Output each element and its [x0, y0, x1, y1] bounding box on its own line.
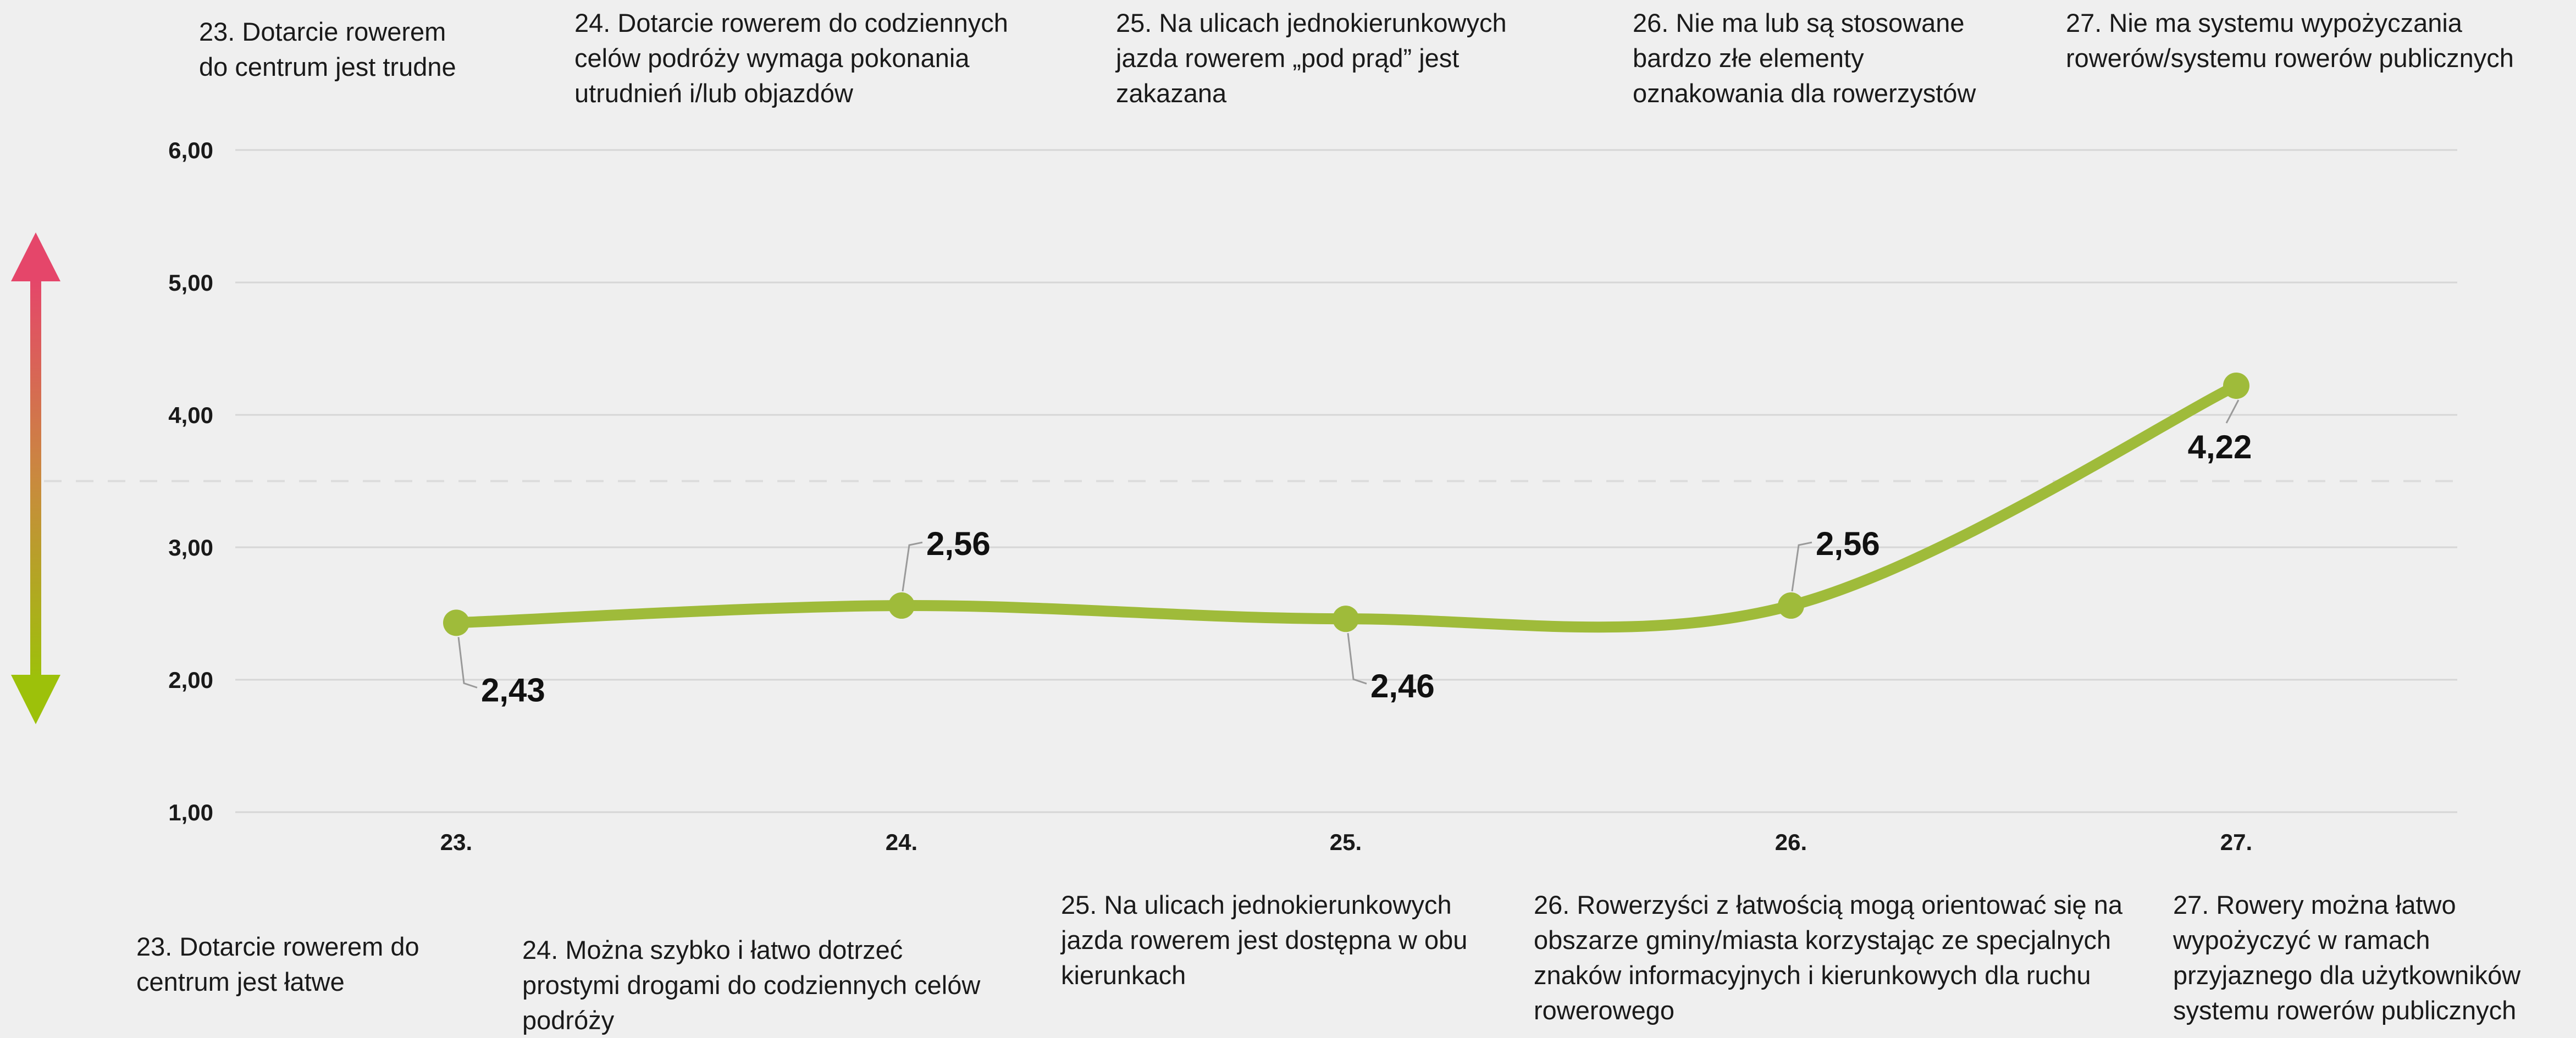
bottom-label-23: 23. Dotarcie rowerem do centrum jest łat… [136, 932, 419, 996]
y-tick-label: 5,00 [168, 270, 213, 296]
bottom-label-25: 25. Na ulicach jednokierunkowych jazda r… [1061, 890, 1468, 990]
data-point [1778, 592, 1804, 619]
y-tick-label: 4,00 [168, 402, 213, 428]
bottom-label-26: 26. Rowerzyści z łatwością mogą orientow… [1534, 890, 2123, 1025]
data-value-label: 2,46 [1370, 668, 1435, 704]
data-point [443, 609, 469, 636]
bottom-label-27: 27. Rowery można łatwo wypożyczyć w rama… [2173, 890, 2521, 1025]
x-tick-label: 26. [1775, 829, 1807, 855]
data-value-label: 2,56 [1816, 525, 1880, 562]
y-tick-label: 1,00 [168, 800, 213, 825]
y-tick-label: 6,00 [168, 137, 213, 163]
top-label-27: 27. Nie ma systemu wypożyczania rowerów/… [2066, 8, 2514, 73]
bottom-label-24: 24. Można szybko i łatwo dotrzeć prostym… [522, 935, 981, 1035]
x-tick-label: 25. [1330, 829, 1362, 855]
x-tick-label: 24. [886, 829, 917, 855]
label-leader-line [1347, 632, 1367, 685]
label-leader-line [457, 637, 478, 689]
top-label-26: 26. Nie ma lub są stosowane bardzo złe e… [1633, 8, 1976, 108]
data-point [1333, 606, 1359, 632]
data-point [2223, 372, 2249, 399]
data-value-label: 4,22 [2188, 429, 2252, 465]
data-value-label: 2,43 [481, 671, 545, 708]
data-point [888, 592, 915, 619]
scale-arrow-icon [11, 232, 60, 724]
x-tick-label: 27. [2220, 829, 2252, 855]
label-leader-line [2225, 399, 2240, 424]
label-leader-line [1791, 541, 1812, 592]
series-line [451, 380, 2242, 633]
top-label-23: 23. Dotarcie rowerem do centrum jest tru… [199, 17, 456, 81]
top-label-24: 24. Dotarcie rowerem do codziennych celó… [574, 8, 1008, 108]
data-value-label: 2,56 [926, 525, 991, 562]
x-tick-label: 23. [440, 829, 472, 855]
label-leader-line [902, 541, 923, 592]
y-tick-label: 2,00 [168, 667, 213, 693]
y-tick-label: 3,00 [168, 535, 213, 560]
top-label-25: 25. Na ulicach jednokierunkowych jazda r… [1116, 8, 1507, 108]
